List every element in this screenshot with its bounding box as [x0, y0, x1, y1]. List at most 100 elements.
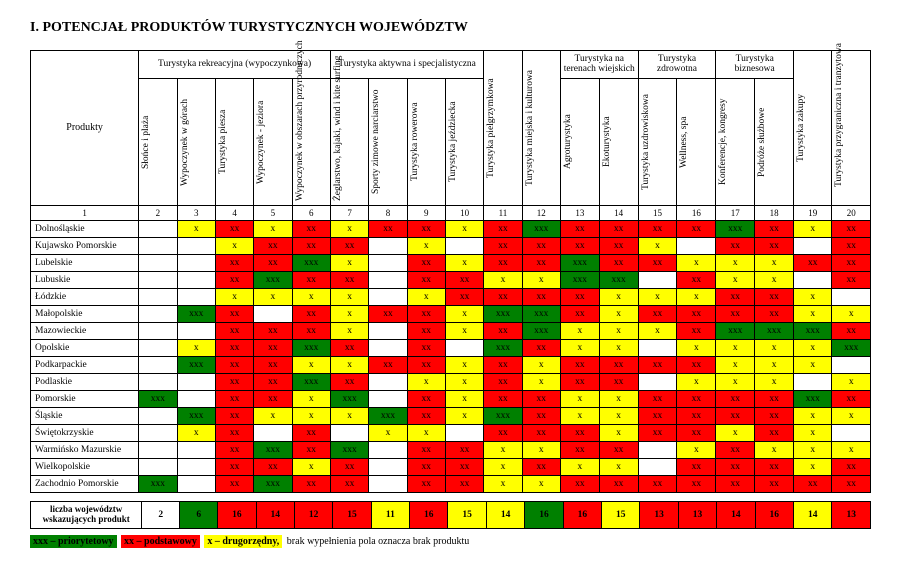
- data-cell: [139, 458, 177, 475]
- data-cell: x: [794, 441, 832, 458]
- data-cell: x: [254, 288, 292, 305]
- data-cell: xx: [638, 254, 677, 271]
- data-cell: xx: [330, 339, 368, 356]
- row-label: Mazowieckie: [31, 322, 139, 339]
- summary-cell: 16: [410, 501, 448, 528]
- data-cell: x: [560, 458, 599, 475]
- data-cell: xxx: [794, 390, 832, 407]
- data-cell: x: [254, 407, 292, 424]
- data-cell: xx: [677, 390, 716, 407]
- data-cell: xx: [407, 458, 445, 475]
- data-cell: xx: [599, 254, 638, 271]
- summary-cell: 16: [218, 501, 256, 528]
- col-number: 15: [638, 205, 677, 220]
- data-cell: xx: [407, 356, 445, 373]
- data-cell: xx: [677, 458, 716, 475]
- summary-cell: 13: [678, 501, 716, 528]
- data-cell: xxx: [292, 254, 330, 271]
- summary-label: liczba województw wskazujących produkt: [31, 501, 142, 528]
- data-cell: x: [832, 373, 871, 390]
- data-cell: x: [794, 407, 832, 424]
- data-cell: xxx: [139, 390, 177, 407]
- data-cell: x: [716, 424, 755, 441]
- data-cell: [794, 237, 832, 254]
- row-label: Podlaskie: [31, 373, 139, 390]
- col-number: 14: [599, 205, 638, 220]
- summary-cell: 15: [448, 501, 486, 528]
- data-cell: xx: [292, 475, 330, 492]
- data-cell: xx: [832, 254, 871, 271]
- summary-cell: 6: [180, 501, 218, 528]
- data-cell: xx: [560, 220, 599, 237]
- data-cell: xx: [484, 288, 522, 305]
- data-cell: x: [177, 339, 215, 356]
- data-cell: xx: [677, 322, 716, 339]
- data-cell: xx: [215, 220, 253, 237]
- data-cell: xx: [407, 390, 445, 407]
- data-cell: [139, 254, 177, 271]
- data-cell: x: [716, 373, 755, 390]
- summary-cell: 15: [602, 501, 640, 528]
- data-cell: xx: [716, 288, 755, 305]
- data-cell: [139, 339, 177, 356]
- data-cell: xx: [560, 373, 599, 390]
- data-cell: xx: [832, 475, 871, 492]
- data-cell: xx: [292, 322, 330, 339]
- data-cell: xx: [292, 237, 330, 254]
- data-cell: xxx: [755, 322, 794, 339]
- legend-swatch: xxx – priorytetowy: [30, 535, 117, 548]
- data-cell: x: [484, 458, 522, 475]
- data-cell: x: [292, 390, 330, 407]
- data-cell: x: [522, 373, 560, 390]
- data-cell: [677, 237, 716, 254]
- data-cell: xx: [560, 237, 599, 254]
- data-cell: x: [522, 271, 560, 288]
- col-number: 12: [522, 205, 560, 220]
- data-cell: x: [638, 322, 677, 339]
- col-header: Podróże służbowe: [755, 78, 794, 205]
- data-cell: xx: [484, 254, 522, 271]
- row-label: Małopolskie: [31, 305, 139, 322]
- legend: xxx – priorytetowy xx – podstawowy x – d…: [30, 535, 871, 548]
- summary-cell: 11: [371, 501, 409, 528]
- data-cell: xx: [407, 322, 445, 339]
- data-cell: xx: [254, 373, 292, 390]
- data-cell: xx: [292, 441, 330, 458]
- data-cell: xx: [407, 441, 445, 458]
- data-cell: [139, 373, 177, 390]
- summary-cell: 14: [486, 501, 524, 528]
- data-cell: x: [522, 441, 560, 458]
- data-cell: xx: [254, 254, 292, 271]
- data-cell: xx: [215, 390, 253, 407]
- data-cell: [139, 271, 177, 288]
- data-cell: xxx: [484, 339, 522, 356]
- data-cell: [177, 254, 215, 271]
- data-cell: xx: [484, 373, 522, 390]
- data-cell: xx: [832, 220, 871, 237]
- legend-tail: brak wypełnienia pola oznacza brak produ…: [287, 536, 469, 547]
- data-cell: xx: [716, 237, 755, 254]
- summary-cell: 2: [142, 501, 180, 528]
- data-cell: xx: [215, 305, 253, 322]
- data-cell: x: [677, 441, 716, 458]
- data-cell: xx: [484, 356, 522, 373]
- data-cell: xx: [522, 288, 560, 305]
- data-cell: xxx: [292, 373, 330, 390]
- data-cell: xxx: [484, 305, 522, 322]
- data-cell: [139, 441, 177, 458]
- data-cell: x: [599, 288, 638, 305]
- data-cell: xx: [599, 373, 638, 390]
- data-cell: xx: [755, 407, 794, 424]
- data-cell: x: [599, 390, 638, 407]
- data-cell: x: [677, 288, 716, 305]
- page-title: I. POTENCJAŁ PRODUKTÓW TURYSTYCZNYCH WOJ…: [30, 20, 871, 36]
- col-number: 18: [755, 205, 794, 220]
- data-cell: xx: [254, 237, 292, 254]
- col-number: 11: [484, 205, 522, 220]
- group-header: Turystyka zdrowotna: [638, 51, 716, 79]
- data-cell: x: [794, 356, 832, 373]
- col-number: 17: [716, 205, 755, 220]
- data-cell: xx: [330, 237, 368, 254]
- data-cell: xx: [755, 458, 794, 475]
- data-cell: xx: [215, 322, 253, 339]
